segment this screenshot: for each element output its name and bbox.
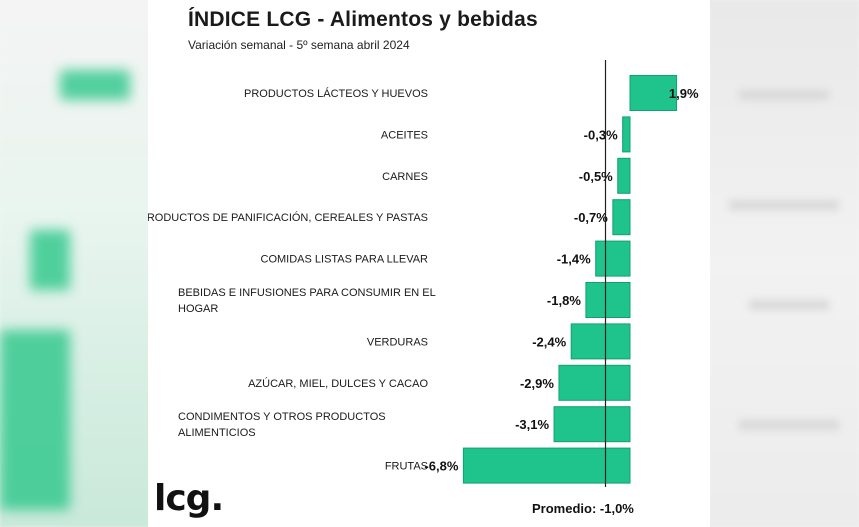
bar — [595, 240, 631, 277]
bar — [617, 157, 631, 194]
bar-value-label: -0,7% — [574, 210, 608, 225]
category-label: AZÚCAR, MIEL, DULCES Y CACAO — [248, 377, 428, 390]
bar-value-label: -2,4% — [532, 334, 566, 349]
category-label: VERDURAS — [367, 336, 428, 348]
bar — [570, 323, 631, 360]
blurred-background-right — [709, 0, 859, 527]
category-label: CONDIMENTOS Y OTROS PRODUCTOS ALIMENTICIO… — [178, 411, 386, 439]
bar — [629, 75, 678, 111]
bar — [462, 447, 631, 484]
bar-value-label: -0,3% — [584, 127, 618, 142]
bar-chart: 1,9% PRODUCTOS LÁCTEOS Y HUEVOS -0,3% ACEIT… — [148, 60, 699, 487]
category-label: CARNES — [382, 171, 428, 183]
chart-subtitle: Variación semanal - 5º semana abril 2024 — [188, 38, 410, 52]
category-label: BEBIDAS E INFUSIONES PARA CONSUMIR EN EL… — [178, 287, 436, 315]
lcg-logo: lcg. — [154, 478, 224, 519]
category-label: ACEITES — [381, 129, 428, 141]
blurred-background-left — [0, 0, 150, 527]
bar-value-label: -6,8% — [424, 459, 458, 474]
bar-value-label: 1,9% — [669, 86, 699, 101]
chart-card: ÍNDICE LCG - Alimentos y bebidas Variaci… — [148, 0, 710, 527]
bar — [622, 116, 631, 153]
bar-value-label: -1,4% — [557, 252, 591, 267]
category-label: PRODUCTOS DE PANIFICACIÓN, CEREALES Y PA… — [148, 211, 428, 224]
bar-value-label: -1,8% — [547, 293, 581, 308]
category-label: PRODUCTOS LÁCTEOS Y HUEVOS — [244, 87, 428, 100]
bar-value-label: -0,5% — [579, 169, 613, 184]
category-label: COMIDAS LISTAS PARA LLEVAR — [261, 254, 429, 266]
average-label: Promedio: -1,0% — [532, 501, 634, 516]
bar — [558, 364, 631, 401]
bar — [612, 199, 631, 236]
bar-value-label: -3,1% — [515, 417, 549, 432]
bar — [585, 282, 631, 318]
bar-value-label: -2,9% — [520, 376, 554, 391]
bar — [553, 406, 631, 443]
chart-title: ÍNDICE LCG - Alimentos y bebidas — [188, 8, 538, 31]
category-label: FRUTAS — [385, 461, 428, 473]
